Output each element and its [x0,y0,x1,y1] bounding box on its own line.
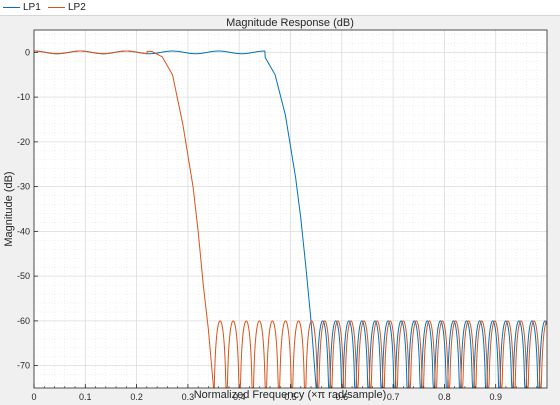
x-tick-label: 0.9 [489,392,502,402]
y-axis: 0 -10 -20 -30 -40 -50 -60 -70 [17,47,38,371]
x-tick-label: 0.4 [233,392,246,402]
x-tick-label: 0 [31,392,36,402]
legend-label-lp2: LP2 [68,2,86,13]
x-tick-label: 0.3 [182,392,195,402]
legend-swatch-lp1 [3,7,20,8]
y-tick-label: -50 [17,271,30,281]
legend-label-lp1: LP1 [23,2,41,13]
y-tick-label: -70 [17,361,30,371]
y-tick-label: -10 [17,92,30,102]
y-tick-label: -40 [17,226,30,236]
legend-item-lp2[interactable]: LP2 [48,1,86,14]
x-tick-label: 0.1 [79,392,92,402]
x-tick-label: 0.7 [387,392,400,402]
y-tick-label: 0 [25,47,30,57]
legend-swatch-lp2 [48,7,65,8]
magnitude-response-chart[interactable]: 0 0.1 0.2 0.3 0.4 0.5 0.6 0.7 0.8 0.9 0 -10 -20 -30 -… [0,16,560,405]
x-tick-label: 0.8 [438,392,451,402]
y-tick-label: -20 [17,137,30,147]
grid [33,30,547,388]
y-tick-label: -60 [17,316,30,326]
x-tick-label: 0.6 [336,392,349,402]
series-line-lp2 [33,50,548,389]
series-group [33,50,548,389]
x-tick-label: 0.2 [130,392,143,402]
y-tick-label: -30 [17,182,30,192]
y-axis-label: Magnitude (dB) [3,171,15,246]
chart-title: Magnitude Response (dB) [226,17,354,29]
x-tick-label: 0.5 [284,392,297,402]
legend-bar: LP1 LP2 [0,0,560,16]
x-axis: 0 0.1 0.2 0.3 0.4 0.5 0.6 0.7 0.8 0.9 [31,384,538,402]
legend-item-lp1[interactable]: LP1 [3,1,41,14]
x-axis-label: Normalized Frequency (×π rad/sample) [194,389,387,401]
